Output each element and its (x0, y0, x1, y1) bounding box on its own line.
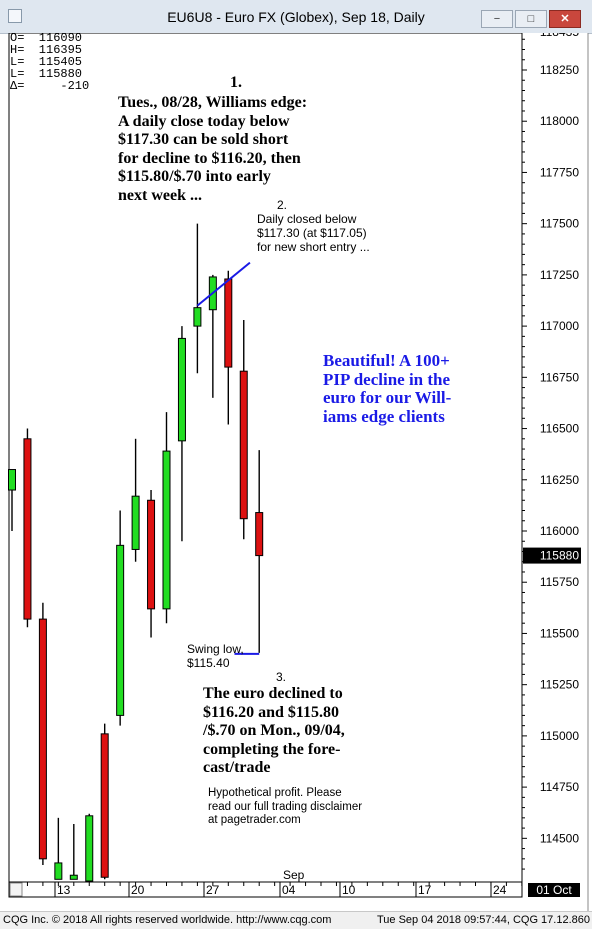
y-tick-label: 114500 (540, 831, 579, 845)
candle-body (85, 815, 94, 882)
candle-body (224, 278, 233, 368)
candle-body (116, 544, 125, 716)
candle-body (255, 512, 264, 557)
x-tick-label: 04 (282, 883, 296, 897)
y-tick-label: 116500 (540, 422, 579, 436)
x-tick-label: 10 (342, 883, 356, 897)
y-tick-label: 115250 (540, 678, 579, 692)
candle-body (38, 618, 47, 860)
candle-body (147, 499, 156, 610)
y-tick-label: 118250 (540, 63, 579, 77)
date-box (528, 883, 580, 897)
close-readout: L= 115880 (10, 67, 83, 81)
x-tick-label: 17 (418, 883, 432, 897)
status-bar: CQG Inc. © 2018 All rights reserved worl… (0, 911, 592, 929)
annotation-3: The euro declined to $116.20 and $115.80/… (203, 685, 345, 776)
candle-body (162, 450, 171, 610)
price-chart: 118250 118000 117750 117500 117250 117000 1167… (8, 33, 589, 911)
annotation-number-1: 1. (230, 74, 242, 91)
window-title: EU6U8 - Euro FX (Globex), Sep 18, Daily (167, 9, 425, 25)
open-readout: O= 116090 (10, 31, 83, 45)
y-tick-label: 116000 (540, 524, 579, 538)
annotation-1: Tues., 08/28, Williams edge: A daily clos… (118, 94, 308, 204)
candle-body (54, 862, 63, 880)
y-tick-label: 117750 (540, 165, 579, 179)
app-icon (8, 9, 22, 23)
disclaimer: Hypothetical profit. Please read our full… (208, 787, 363, 826)
annotation-number-2: 2. (277, 198, 288, 212)
x-tick-label: 20 (131, 883, 145, 897)
ohlc-readout: O= 116090 H= 116395 L= 115405 L= 115880 … (10, 32, 89, 92)
annotation-blue: Beautiful! A 100+ PIP decline in the euro … (323, 351, 452, 426)
candle-body (8, 469, 16, 491)
copyright-text: CQG Inc. © 2018 All rights reserved worl… (3, 914, 332, 926)
date-box-label: 01 Oct (536, 883, 572, 897)
window-titlebar: EU6U8 - Euro FX (Globex), Sep 18, Daily … (0, 0, 592, 34)
price-axis (522, 33, 588, 882)
y-tick-label: 116250 (540, 473, 579, 487)
maximize-button[interactable]: □ (515, 10, 547, 28)
x-tick-label: 24 (493, 883, 507, 897)
y-tick-label: 115750 (540, 575, 579, 589)
y-tick-label: 115000 (540, 729, 579, 743)
last-price-box (523, 547, 581, 564)
candle-body (69, 874, 78, 880)
close-button[interactable]: ✕ (549, 10, 581, 28)
candle-body (193, 307, 202, 327)
candle-body (177, 337, 186, 442)
y-tick-label: 117250 (540, 268, 579, 282)
annotation-number-3: 3. (276, 670, 287, 684)
plot-area (8, 33, 523, 883)
x-tick-label: 27 (206, 883, 220, 897)
scroll-thumb (9, 882, 23, 897)
candle-body (23, 438, 32, 620)
y-tick-label: 116750 (540, 370, 579, 384)
trendline (196, 261, 251, 307)
y-tick-label: 114750 (540, 780, 579, 794)
annotation-2: Daily closed below $117.30 (at $117.05) fo… (257, 212, 370, 254)
top-price-label: 118435 (540, 33, 579, 39)
y-tick-label: 115500 (540, 626, 579, 640)
candle-body (131, 495, 140, 550)
top-price-box (523, 33, 579, 37)
status-timestamp: Tue Sep 04 2018 09:57:44, CQG 17.12.860 (376, 914, 590, 926)
candle-body (239, 370, 248, 520)
high-readout: H= 116395 (10, 43, 83, 57)
month-label: Sep (283, 868, 305, 882)
time-axis (8, 881, 523, 898)
candle-body (100, 733, 109, 878)
y-tick-label: 118000 (540, 114, 579, 128)
minimize-button[interactable]: − (481, 10, 513, 28)
low-readout: L= 115405 (10, 55, 83, 69)
last-price-label: 115880 (540, 549, 579, 563)
swing-low-label: Swing low, $115.40 (187, 642, 244, 670)
y-tick-label: 117500 (540, 217, 579, 231)
change-readout: Δ= -210 (10, 79, 90, 93)
y-tick-label: 117000 (540, 319, 579, 333)
x-tick-label: 13 (57, 883, 71, 897)
